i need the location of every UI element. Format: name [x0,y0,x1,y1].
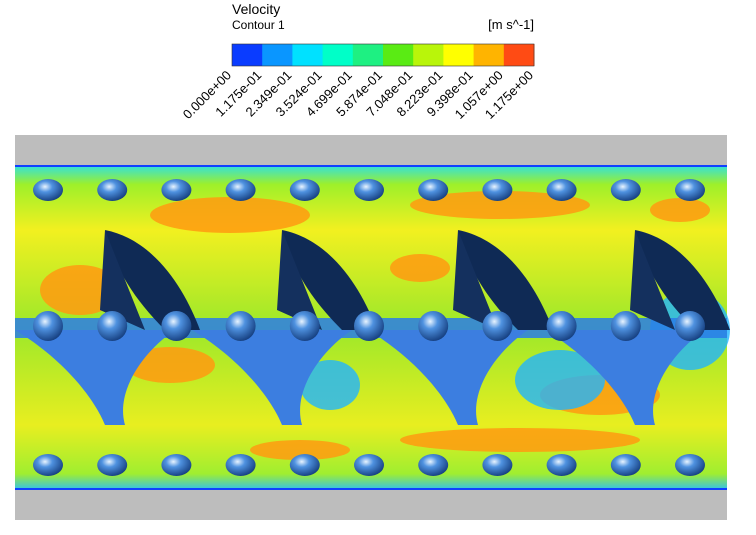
color-swatch [262,44,293,66]
mid-sphere [610,311,641,341]
mid-sphere [97,311,128,341]
slow-region [515,350,605,410]
hot-region [150,197,310,233]
top-sphere [418,179,449,201]
legend-unit: [m s^-1] [488,17,534,32]
mid-sphere [33,311,63,341]
color-swatch [383,44,414,66]
slow-region [300,360,360,410]
hot-region [410,191,590,219]
bottom-sphere [97,454,128,476]
legend-subtitle: Contour 1 [232,18,285,32]
blade-dark [105,230,200,330]
mid-sphere [225,311,256,341]
bottom-sphere [354,454,384,476]
mid-sphere [675,311,705,341]
blade-light [15,330,175,425]
top-sphere [675,179,705,201]
blade-edge [630,230,675,330]
color-bar-frame [231,43,535,67]
mid-sphere [546,311,577,341]
top-sphere [225,179,256,201]
bottom-sphere [161,454,192,476]
top-sphere [354,179,384,201]
mid-sphere [418,311,449,341]
bottom-sphere [33,454,63,476]
mid-sphere [354,311,384,341]
blade-light [368,330,528,425]
flow-features [15,165,730,490]
blade-dark [282,230,377,330]
color-swatch [473,44,505,66]
mid-sphere [289,311,320,341]
hot-region [390,254,450,282]
blade-light [192,330,352,425]
color-swatch [352,44,384,66]
blade-light [545,330,705,425]
bottom-sphere [675,454,705,476]
bottom-sphere [546,454,577,476]
bottom-sphere [418,454,449,476]
color-swatch [292,44,324,66]
top-sphere [610,179,641,201]
blade-edge [277,230,322,330]
blade-dark [635,230,730,330]
bottom-sphere [610,454,641,476]
color-swatch [322,44,354,66]
top-sphere [482,179,513,201]
color-swatch [443,44,475,66]
top-sphere [546,179,577,201]
color-swatch [503,44,535,66]
top-sphere [97,179,128,201]
top-sphere [33,179,63,201]
legend-title: Velocity [232,1,280,17]
color-swatch [232,44,263,66]
top-sphere [161,179,192,201]
mid-sphere [161,311,192,341]
mid-sphere [482,311,513,341]
blade-edge [100,230,145,330]
hot-region [125,347,215,383]
bottom-sphere [289,454,320,476]
hot-region [250,440,350,460]
hot-region [400,428,640,452]
blade-edge [453,230,498,330]
color-bar: 0.000e+001.175e-012.349e-013.524e-014.69… [180,43,536,122]
top-sphere [289,179,320,201]
bottom-sphere [482,454,513,476]
blade-dark [458,230,553,330]
color-swatch [413,44,444,66]
hot-region [40,265,120,315]
bottom-sphere [225,454,256,476]
hot-region [650,198,710,222]
